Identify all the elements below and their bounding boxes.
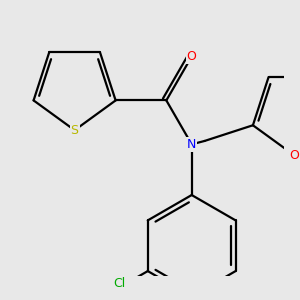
Text: Cl: Cl xyxy=(113,277,125,290)
Text: O: O xyxy=(187,50,196,63)
Text: N: N xyxy=(187,138,196,151)
Text: S: S xyxy=(70,124,79,137)
Text: O: O xyxy=(289,148,299,162)
